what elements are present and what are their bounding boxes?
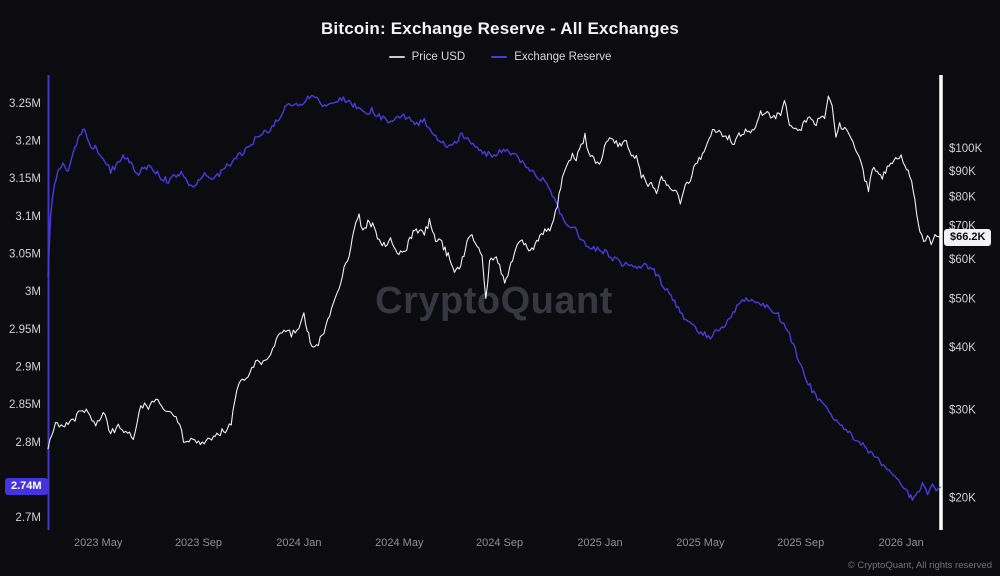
y-right-tick-label: $100K bbox=[949, 143, 983, 155]
y-left-tick-label: 2.85M bbox=[9, 399, 41, 411]
y-right-tick-label: $90K bbox=[949, 166, 976, 178]
x-tick-label: 2025 Sep bbox=[777, 537, 824, 549]
y-right-tick-label: $20K bbox=[949, 492, 976, 504]
x-tick-label: 2024 Sep bbox=[476, 537, 523, 549]
x-tick-label: 2023 Sep bbox=[175, 537, 222, 549]
y-left-tick-label: 2.9M bbox=[15, 362, 41, 374]
y-right-tick-label: $40K bbox=[949, 342, 976, 354]
legend-item-price-usd[interactable]: Price USD bbox=[388, 51, 466, 63]
y-left-tick-label: 3.15M bbox=[9, 173, 41, 185]
reserve-series-line bbox=[47, 94, 941, 501]
y-left-tick-label: 3.1M bbox=[15, 211, 41, 223]
y-left-tick-label: 2.95M bbox=[9, 324, 41, 336]
y-left-tick-label: 3.2M bbox=[15, 136, 41, 148]
y-left-tick-label: 3.05M bbox=[9, 249, 41, 261]
price-current-value-badge: $66.2K bbox=[944, 228, 992, 246]
legend: Price USD Exchange Reserve bbox=[0, 51, 1000, 63]
legend-label-price-usd: Price USD bbox=[411, 51, 466, 63]
price-series-line bbox=[47, 95, 941, 450]
page-title: Bitcoin: Exchange Reserve - All Exchange… bbox=[320, 19, 680, 38]
y-left-tick-label: 2.7M bbox=[15, 512, 41, 524]
copyright-notice: © CryptoQuant, All rights reserved bbox=[847, 560, 992, 571]
x-tick-label: 2026 Jan bbox=[878, 537, 923, 549]
x-tick-label: 2025 Jan bbox=[577, 537, 622, 549]
y-left-tick-label: 3M bbox=[25, 286, 41, 298]
y-left-tick-label: 2.8M bbox=[15, 437, 41, 449]
reserve-current-value-badge: 2.74M bbox=[5, 478, 48, 496]
x-tick-label: 2024 Jan bbox=[276, 537, 321, 549]
legend-item-exchange-reserve[interactable]: Exchange Reserve bbox=[491, 51, 611, 63]
reserve-line-swatch-icon bbox=[491, 56, 508, 58]
y-right-tick-label: $50K bbox=[949, 293, 976, 305]
y-right-tick-label: $30K bbox=[949, 404, 976, 416]
y-left-tick-label: 3.25M bbox=[9, 98, 41, 110]
y-right-tick-label: $60K bbox=[949, 254, 976, 266]
x-tick-label: 2025 May bbox=[676, 537, 725, 549]
legend-label-exchange-reserve: Exchange Reserve bbox=[514, 51, 612, 63]
x-tick-label: 2023 May bbox=[74, 537, 123, 549]
y-right-tick-label: $80K bbox=[949, 191, 976, 203]
x-tick-label: 2024 May bbox=[375, 537, 424, 549]
price-line-swatch-icon bbox=[388, 56, 405, 58]
